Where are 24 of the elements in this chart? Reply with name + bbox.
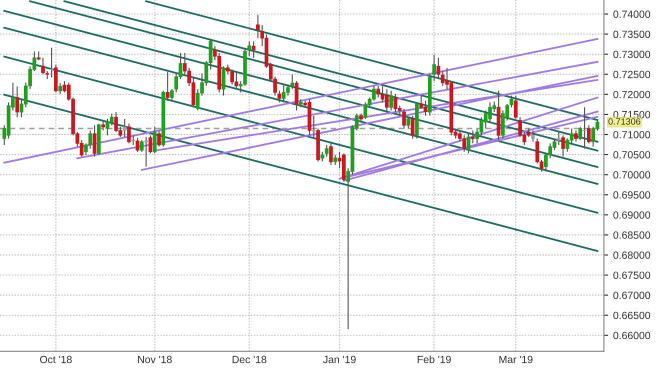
y-tick-label: 0.67500 [613,272,650,279]
y-tick-label: 0.69000 [613,211,650,219]
y-tick-label: 0.71000 [613,131,650,138]
y-tick-label: 0.67000 [613,292,650,300]
y-tick-label: 0.73500 [613,30,650,38]
x-tick-label: Oct '18 [40,356,72,364]
y-tick-label: 0.73000 [613,50,650,58]
x-tick-label: Nov '18 [138,356,172,364]
x-tick-label: Mar '19 [499,356,532,364]
x-tick-label: Feb '19 [418,356,451,364]
x-tick-label: Jan '19 [323,356,356,364]
y-tick-label: 0.66000 [613,332,650,340]
y-tick-label: 0.68500 [613,231,650,239]
y-tick-label: 0.74000 [613,10,650,18]
y-tick-label: 0.66500 [613,312,650,320]
y-tick-label: 0.70000 [613,171,650,179]
y-tick-label: 0.68000 [613,251,650,259]
y-tick-label: 0.70500 [613,151,650,158]
y-tick-label: 0.72000 [613,90,650,98]
y-tick-label: 0.69500 [613,191,650,199]
text: 0.71306 [608,118,640,125]
y-tick-label: 0.72500 [613,70,650,78]
y-tick-label: 0.71500 [613,110,650,118]
x-tick-label: Dec '18 [232,356,266,364]
